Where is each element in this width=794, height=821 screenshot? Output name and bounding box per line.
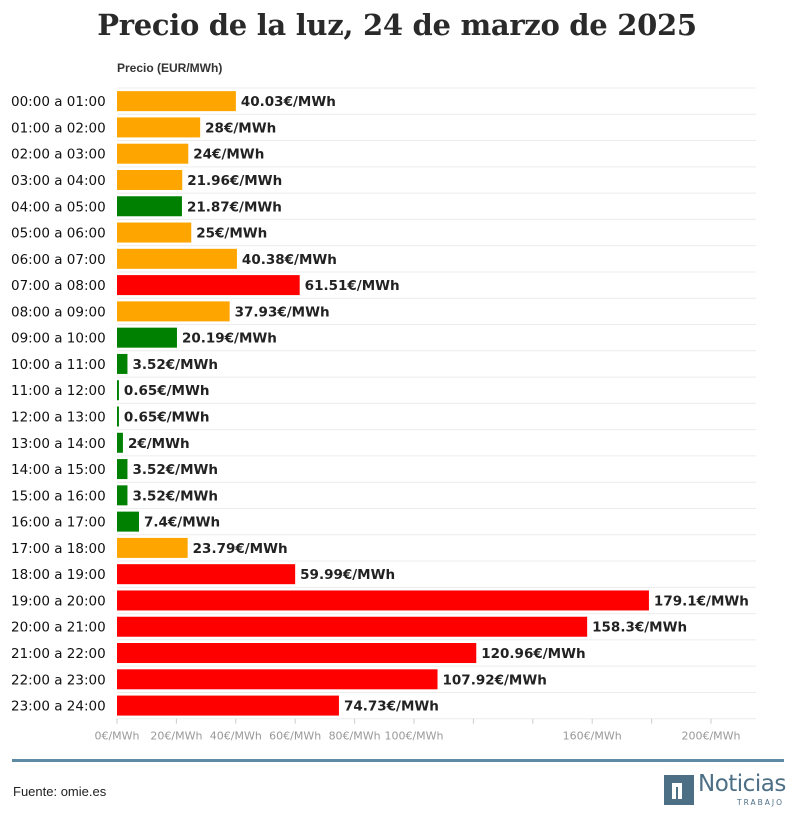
data-label: 107.92€/MWh xyxy=(443,672,547,688)
chart-title: Precio de la luz, 24 de marzo de 2025 xyxy=(97,8,697,42)
category-label: 06:00 a 07:00 xyxy=(11,252,106,268)
category-label: 13:00 a 14:00 xyxy=(11,436,106,452)
bar xyxy=(117,275,300,296)
category-label: 12:00 a 13:00 xyxy=(11,410,106,426)
bar xyxy=(117,459,128,480)
bar xyxy=(117,196,182,217)
data-label: 59.99€/MWh xyxy=(300,567,395,583)
bar xyxy=(117,353,128,374)
bar xyxy=(117,590,649,611)
data-label: 23.79€/MWh xyxy=(193,541,288,557)
category-label: 23:00 a 24:00 xyxy=(11,699,106,715)
category-label: 05:00 a 06:00 xyxy=(11,226,106,242)
noticias-trabajo-logo: Noticias TRABAJO xyxy=(664,771,786,807)
data-label: 25€/MWh xyxy=(196,226,267,242)
data-label: 3.52€/MWh xyxy=(132,462,218,478)
category-label: 16:00 a 17:00 xyxy=(11,515,106,531)
category-label: 18:00 a 19:00 xyxy=(11,567,106,583)
x-tick-label: 160€/MWh xyxy=(563,730,622,743)
category-label: 22:00 a 23:00 xyxy=(11,672,106,688)
bar xyxy=(117,248,237,269)
bar xyxy=(117,643,477,664)
x-tick-label: 40€/MWh xyxy=(210,730,262,743)
bar xyxy=(117,564,296,585)
data-label: 3.52€/MWh xyxy=(132,357,218,373)
category-label: 15:00 a 16:00 xyxy=(11,488,106,504)
category-label: 04:00 a 05:00 xyxy=(11,199,106,215)
data-label: 3.52€/MWh xyxy=(132,488,218,504)
category-label: 00:00 a 01:00 xyxy=(11,94,106,110)
bar xyxy=(117,380,119,401)
category-label: 01:00 a 02:00 xyxy=(11,120,106,136)
x-tick-label: 200€/MWh xyxy=(681,730,740,743)
bar xyxy=(117,511,139,532)
x-tick-label: 100€/MWh xyxy=(384,730,443,743)
bar xyxy=(117,669,438,690)
category-label: 11:00 a 12:00 xyxy=(11,383,106,399)
data-label: 0.65€/MWh xyxy=(124,410,210,426)
category-label: 17:00 a 18:00 xyxy=(11,541,106,557)
data-label: 24€/MWh xyxy=(193,147,264,163)
category-label: 14:00 a 15:00 xyxy=(11,462,106,478)
data-label: 21.87€/MWh xyxy=(187,199,282,215)
category-label: 21:00 a 22:00 xyxy=(11,646,106,662)
bar xyxy=(117,432,123,453)
category-label: 07:00 a 08:00 xyxy=(11,278,106,294)
category-label: 02:00 a 03:00 xyxy=(11,147,106,163)
bar xyxy=(117,117,201,138)
bar xyxy=(117,143,189,164)
data-label: 120.96€/MWh xyxy=(481,646,585,662)
data-label: 61.51€/MWh xyxy=(305,278,400,294)
bar xyxy=(117,169,183,190)
category-label: 03:00 a 04:00 xyxy=(11,173,106,189)
x-tick-label: 80€/MWh xyxy=(329,730,381,743)
data-label: 21.96€/MWh xyxy=(187,173,282,189)
data-label: 74.73€/MWh xyxy=(344,699,439,715)
axis-title: Precio (EUR/MWh) xyxy=(117,61,223,75)
category-label: 19:00 a 20:00 xyxy=(11,593,106,609)
data-label: 40.38€/MWh xyxy=(242,252,337,268)
category-label: 09:00 a 10:00 xyxy=(11,331,106,347)
data-label: 20.19€/MWh xyxy=(182,331,277,347)
bar xyxy=(117,695,339,716)
data-label: 2€/MWh xyxy=(128,436,190,452)
data-label: 28€/MWh xyxy=(205,120,276,136)
logo-n-icon xyxy=(664,775,694,805)
bar xyxy=(117,406,119,427)
bar xyxy=(117,537,188,558)
category-label: 08:00 a 09:00 xyxy=(11,304,106,320)
bar xyxy=(117,327,177,348)
data-label: 0.65€/MWh xyxy=(124,383,210,399)
category-label: 10:00 a 11:00 xyxy=(11,357,106,373)
bar xyxy=(117,616,588,637)
bar xyxy=(117,485,128,506)
logo-sub: TRABAJO xyxy=(736,798,784,807)
source-text: Fuente: omie.es xyxy=(13,784,107,799)
bar xyxy=(117,91,236,112)
category-label: 20:00 a 21:00 xyxy=(11,620,106,636)
data-label: 40.03€/MWh xyxy=(241,94,336,110)
bar-chart: 0€/MWh 20€/MWh 40€/MWh 60€/MWh 80€/MWh 100€/M… xyxy=(11,87,756,743)
footer-divider xyxy=(12,759,784,762)
logo-word: Noticias xyxy=(698,771,786,797)
bar xyxy=(117,301,230,322)
x-tick-label: 60€/MWh xyxy=(269,730,321,743)
bar xyxy=(117,222,192,243)
x-tick-label: 0€/MWh xyxy=(94,730,139,743)
data-label: 7.4€/MWh xyxy=(144,515,220,531)
data-label: 37.93€/MWh xyxy=(235,304,330,320)
data-label: 158.3€/MWh xyxy=(592,620,687,636)
x-tick-label: 20€/MWh xyxy=(150,730,202,743)
data-label: 179.1€/MWh xyxy=(654,593,749,609)
